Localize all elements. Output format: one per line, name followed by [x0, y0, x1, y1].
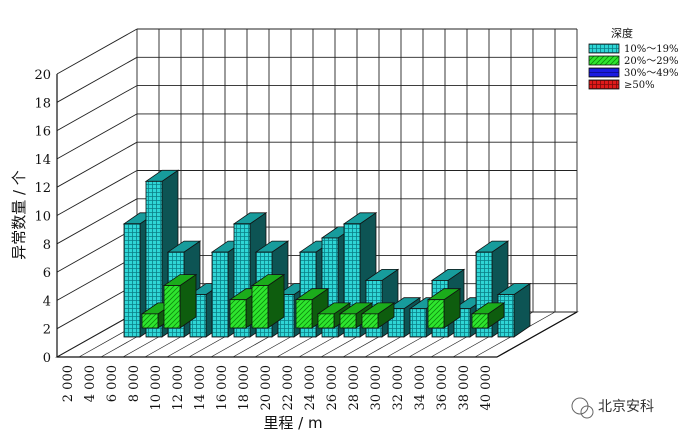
- bar-front: [361, 313, 379, 329]
- y-tick-label: 2: [43, 323, 51, 338]
- bar-front: [163, 285, 181, 329]
- legend: 深度 10%～19%20%～29%30%～49%≥50%: [588, 26, 678, 91]
- bar-depth-10-19: [496, 282, 532, 338]
- watermark: 北京安科: [571, 397, 654, 419]
- gridline-side: [56, 170, 138, 216]
- legend-swatch: [588, 67, 620, 78]
- y-tick-label: 4: [43, 294, 51, 309]
- gridline-side: [56, 113, 138, 160]
- legend-title: 深度: [611, 26, 633, 40]
- x-tick-label: 40 000: [479, 365, 494, 411]
- y-axis-title: 异常数量 / 个: [10, 170, 28, 260]
- legend-label: 30%～49%: [624, 68, 678, 79]
- bar-depth-20-29: [162, 273, 198, 329]
- y-tick-label: 8: [43, 238, 51, 253]
- y-tick-label: 18: [34, 96, 51, 111]
- bar-front: [339, 313, 357, 329]
- y-tick-label: 6: [43, 266, 51, 281]
- gridline-side: [56, 56, 138, 103]
- x-axis-title: 里程 / m: [263, 414, 322, 432]
- x-tick-label: 6 000: [105, 365, 120, 402]
- gridline-side: [56, 198, 138, 245]
- x-tick-label: 34 000: [413, 365, 428, 411]
- bar-front: [317, 313, 335, 329]
- gridline-side: [56, 28, 138, 75]
- wechat-icon-bubble: [580, 405, 594, 419]
- bar-front: [229, 299, 247, 329]
- x-tick-label: 4 000: [83, 365, 98, 402]
- y-tick-label: 14: [34, 153, 51, 168]
- x-tick-label: 26 000: [325, 365, 340, 411]
- x-tick-label: 16 000: [215, 365, 230, 411]
- x-tick-label: 10 000: [149, 365, 164, 411]
- y-tick-label: 16: [34, 125, 51, 140]
- bar-depth-20-29: [470, 302, 506, 329]
- bar-front: [295, 299, 313, 329]
- x-tick-label: 38 000: [457, 365, 472, 411]
- bar-front: [471, 313, 489, 329]
- legend-swatch: [588, 79, 620, 90]
- x-tick-label: 14 000: [193, 365, 208, 411]
- y-tick-label: 12: [34, 181, 51, 196]
- x-tick-label: 18 000: [237, 365, 252, 411]
- bar-depth-20-29: [360, 302, 396, 329]
- bar-depth-20-29: [426, 287, 462, 329]
- bar-front: [251, 285, 269, 329]
- plot-area: 0 2 4 6 8 10 12 14 16 18 20 2 000 4 000 6 000 8 000 10 …: [10, 28, 579, 432]
- gridline-side: [56, 85, 138, 131]
- y-tick-label: 10: [34, 210, 51, 225]
- depth-axis-line: [496, 311, 578, 358]
- bar-front: [141, 313, 159, 329]
- legend-label: 20%～29%: [624, 56, 678, 67]
- bar-front: [427, 299, 445, 329]
- legend-swatch: [588, 43, 620, 54]
- x-tick-label: 20 000: [259, 365, 274, 411]
- legend-swatch: [588, 55, 620, 66]
- x-tick-label: 2 000: [61, 365, 76, 402]
- x-tick-label: 30 000: [369, 365, 384, 411]
- x-tick-label: 24 000: [303, 365, 318, 411]
- bar-front: [145, 180, 163, 338]
- x-tick-label: 8 000: [127, 365, 142, 402]
- gridline-side: [56, 141, 138, 188]
- x-tick-label: 12 000: [171, 365, 186, 411]
- bar-front: [409, 308, 427, 338]
- y-tick-label: 0: [43, 351, 51, 366]
- legend-label: 10%～19%: [624, 44, 678, 55]
- bar-depth-20-29: [250, 273, 286, 329]
- x-tick-label: 32 000: [391, 365, 406, 411]
- x-tick-label: 22 000: [281, 365, 296, 411]
- bar-front: [211, 251, 229, 338]
- y-tick-label: 20: [34, 68, 51, 83]
- x-tick-label: 28 000: [347, 365, 362, 411]
- bar-front: [123, 223, 141, 338]
- x-tick-label: 36 000: [435, 365, 450, 411]
- watermark-text: 北京安科: [598, 399, 654, 415]
- legend-label: ≥50%: [624, 80, 655, 91]
